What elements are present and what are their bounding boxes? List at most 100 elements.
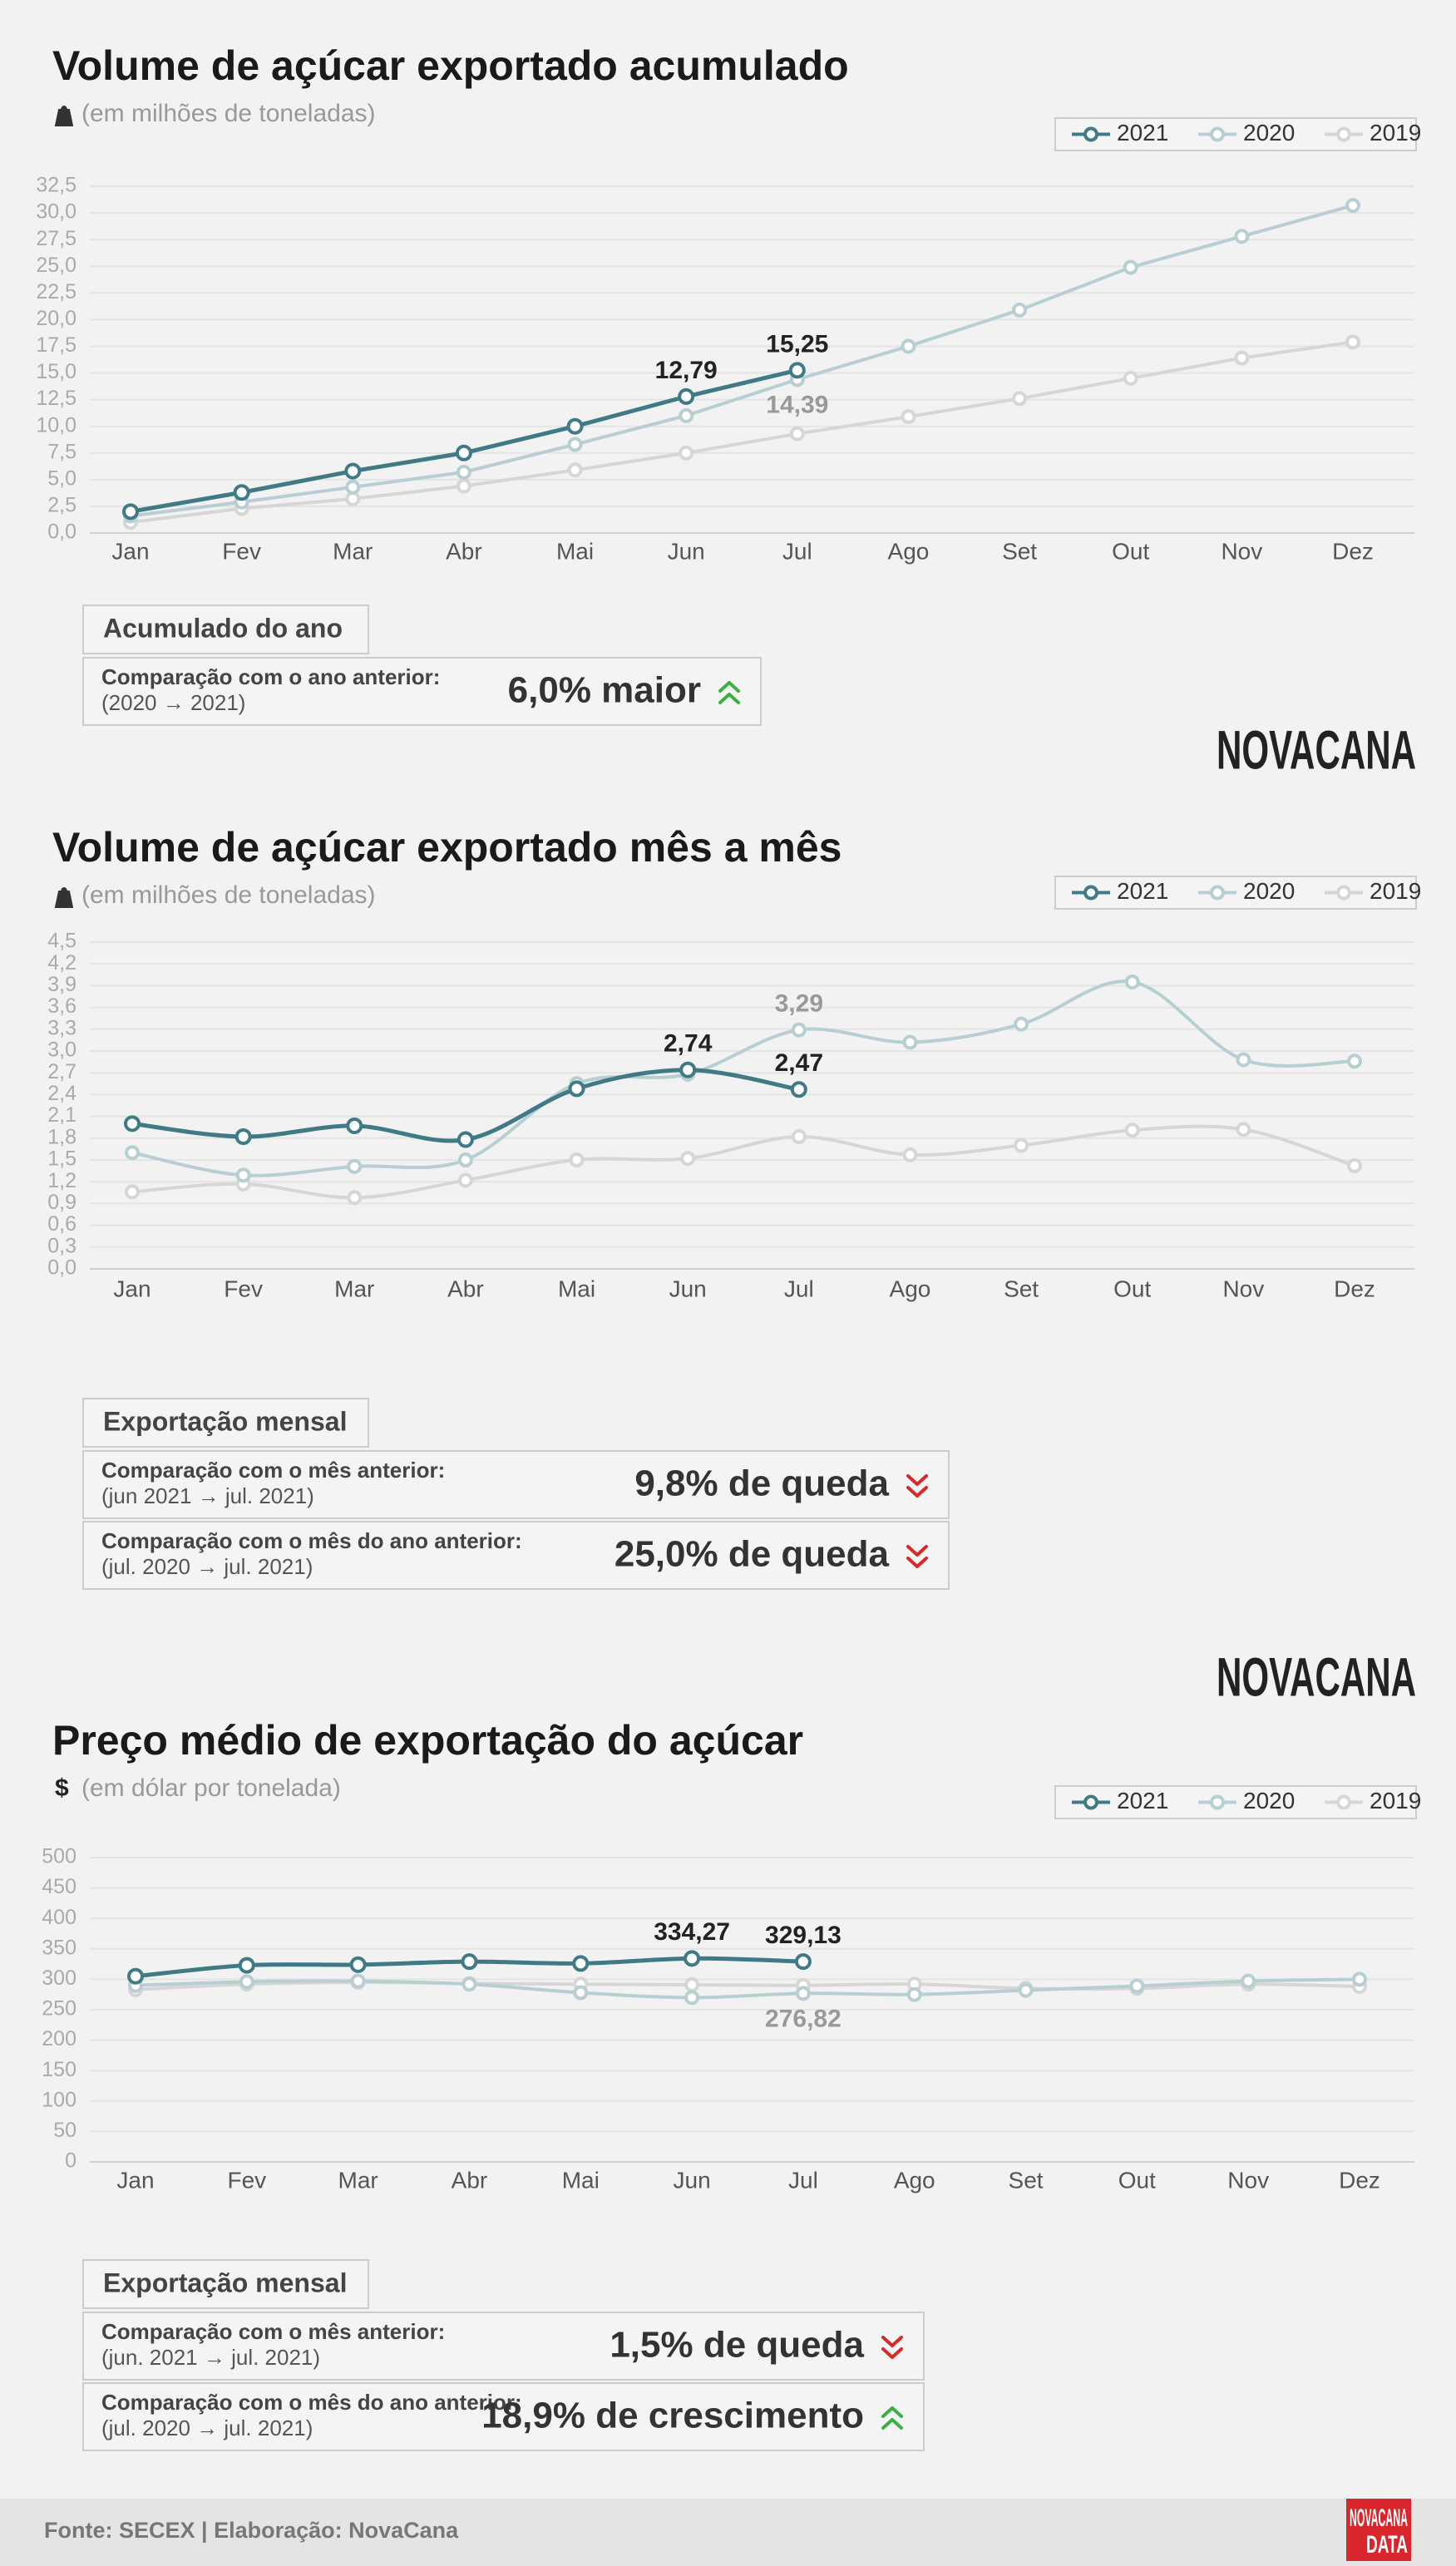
- data-point: [127, 1967, 144, 1985]
- y-tick-label: 500: [42, 1845, 77, 1868]
- data-point: [455, 444, 472, 461]
- y-tick-label: 150: [42, 2058, 77, 2081]
- data-label: 14,39: [766, 391, 828, 418]
- x-tick-label: Mai: [558, 1276, 595, 1301]
- legend-marker: [1336, 126, 1351, 142]
- y-tick-label: 5,0: [47, 466, 77, 490]
- data-point: [1241, 1973, 1256, 1989]
- data-point: [902, 1147, 918, 1162]
- data-point: [1123, 370, 1138, 386]
- x-tick-label: Dez: [1339, 2167, 1380, 2193]
- y-tick-label: 0: [65, 2149, 77, 2173]
- y-tick-label: 3,3: [47, 1016, 77, 1039]
- data-point: [1014, 1016, 1029, 1032]
- legend-label: 2020: [1243, 878, 1295, 904]
- summary-row: [82, 2312, 925, 2381]
- y-tick-label: 10,0: [36, 413, 77, 437]
- summary-row: [82, 657, 762, 726]
- legend-marker: [1336, 885, 1351, 901]
- x-tick-label: Fev: [222, 538, 261, 564]
- data-point: [350, 1973, 366, 1989]
- y-tick-label: 200: [42, 2027, 77, 2050]
- data-point: [788, 362, 806, 379]
- x-tick-label: Jul: [784, 1276, 814, 1301]
- data-point: [795, 1986, 811, 2001]
- data-point: [347, 1190, 363, 1206]
- trend-arrow: [881, 2336, 903, 2359]
- data-point: [573, 1985, 589, 2001]
- y-tick-label: 0,0: [47, 521, 77, 544]
- data-label: 329,13: [765, 1922, 842, 1949]
- trend-arrow: [718, 681, 740, 704]
- data-point: [567, 437, 583, 452]
- data-point: [1129, 1978, 1145, 1994]
- data-point: [457, 1172, 473, 1188]
- summary-row: [82, 1450, 950, 1519]
- y-tick-label: 17,5: [36, 333, 77, 357]
- y-tick-label: 300: [42, 1966, 77, 1990]
- data-point: [1124, 1123, 1140, 1138]
- legend-marker: [1210, 885, 1225, 901]
- summary-period: (2020 → 2021): [101, 690, 245, 715]
- data-point: [346, 1117, 363, 1134]
- x-tick-label: Jan: [116, 2167, 154, 2193]
- y-tick-label: 4,5: [47, 930, 77, 953]
- logo: NOVACANA: [1217, 1646, 1416, 1707]
- data-point: [461, 1976, 477, 1992]
- y-tick-label: 400: [42, 1906, 77, 1929]
- y-tick-label: 3,9: [47, 973, 77, 996]
- summary-tab: [82, 604, 369, 654]
- legend-label: 2021: [1117, 120, 1168, 146]
- data-point: [684, 1990, 700, 2006]
- data-point: [684, 1976, 700, 1992]
- data-point: [344, 462, 362, 480]
- summary-tab: [82, 1398, 369, 1448]
- summary-row: [82, 1521, 950, 1590]
- y-tick-label: 350: [42, 1936, 77, 1959]
- x-tick-label: Dez: [1334, 1276, 1375, 1301]
- data-point: [679, 445, 694, 461]
- series-line: [130, 340, 1354, 525]
- data-point: [1123, 259, 1138, 275]
- summary-period: (jun 2021 → jul. 2021): [101, 1483, 314, 1508]
- chart-subtitle: (em dólar por tonelada): [81, 1774, 341, 1802]
- data-label: 12,79: [655, 357, 718, 384]
- summary-result: 25,0% de queda: [614, 1534, 890, 1575]
- data-label: 2,74: [664, 1030, 713, 1058]
- summary-label: Comparação com o mês do ano anterior:: [101, 2390, 522, 2415]
- x-tick-label: Set: [1009, 2167, 1044, 2193]
- legend-label: 2021: [1117, 1788, 1168, 1813]
- x-tick-label: Jul: [782, 538, 812, 564]
- data-point: [239, 1974, 254, 1990]
- data-point: [349, 1956, 367, 1973]
- weight-icon: [54, 106, 74, 126]
- y-tick-label: 1,8: [47, 1125, 77, 1148]
- footer-logo: NOVACANA: [1350, 2504, 1408, 2532]
- data-point: [238, 1957, 255, 1974]
- unit-symbol: $: [55, 1774, 69, 1802]
- footer-source: Fonte: SECEX | Elaboração: NovaCana: [44, 2518, 459, 2543]
- legend-label: 2020: [1243, 120, 1295, 146]
- summary-title: Exportação mensal: [103, 1406, 347, 1436]
- x-tick-label: Mai: [562, 2167, 600, 2193]
- y-tick-label: 30,0: [36, 200, 77, 224]
- y-tick-label: 25,0: [36, 254, 77, 277]
- summary-result: 18,9% de crescimento: [481, 2396, 864, 2436]
- x-tick-label: Out: [1112, 538, 1149, 564]
- x-tick-label: Mar: [334, 1276, 374, 1301]
- data-point: [345, 491, 361, 506]
- y-tick-label: 4,2: [47, 951, 77, 975]
- data-point: [456, 464, 471, 480]
- chart-title: Volume de açúcar exportado acumulado: [52, 42, 849, 89]
- y-tick-label: 22,5: [36, 280, 77, 303]
- logo: NOVACANA: [1217, 718, 1416, 780]
- data-label: 276,82: [765, 2005, 842, 2032]
- data-point: [1345, 334, 1360, 350]
- legend-marker: [1083, 885, 1098, 901]
- summary-period: (jul. 2020 → jul. 2021): [101, 1554, 313, 1579]
- data-point: [347, 1158, 363, 1174]
- summary-result: 9,8% de queda: [634, 1463, 889, 1504]
- data-point: [1345, 198, 1360, 214]
- y-tick-label: 2,1: [47, 1103, 77, 1127]
- chart-title: Volume de açúcar exportado mês a mês: [52, 824, 842, 871]
